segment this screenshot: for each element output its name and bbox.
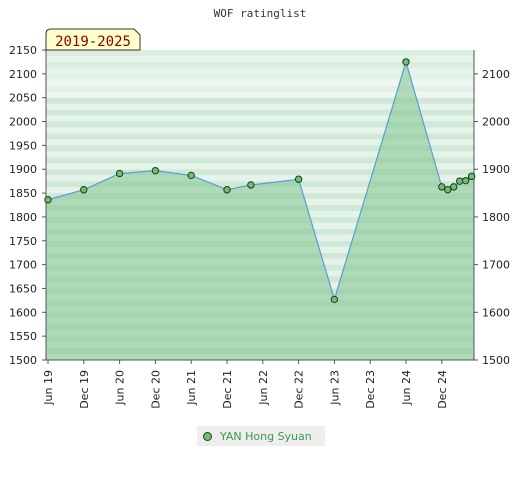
right-y-axis: 1500 1600 1700 1800 1900 2000 2100 bbox=[474, 68, 510, 367]
data-point bbox=[294, 175, 303, 183]
data-point bbox=[223, 186, 231, 194]
data-point bbox=[187, 171, 195, 180]
data-point bbox=[450, 183, 458, 191]
x-tick-label: Jun 20 bbox=[114, 370, 127, 406]
x-tick-label: Jun 22 bbox=[257, 370, 270, 406]
data-point bbox=[44, 196, 52, 204]
data-point bbox=[151, 166, 160, 175]
background-band bbox=[46, 151, 474, 158]
background-band bbox=[46, 133, 474, 140]
x-tick-label: Jun 23 bbox=[328, 370, 341, 406]
legend-label: YAN Hong Syuan bbox=[220, 429, 312, 443]
legend[interactable]: YAN Hong Syuan bbox=[197, 426, 325, 446]
background-band bbox=[46, 73, 474, 98]
chart-title: WOF ratinglist bbox=[214, 7, 307, 20]
data-point bbox=[467, 172, 476, 181]
x-tick-label: Dec 19 bbox=[78, 370, 91, 409]
right-tick-label: 1900 bbox=[482, 163, 510, 176]
data-point bbox=[444, 186, 452, 194]
left-tick-label: 1800 bbox=[9, 211, 37, 224]
x-tick-label: Jun 24 bbox=[400, 370, 413, 406]
x-axis: Jun 19 Dec 19 Jun 20 Dec 20 Jun 21 Dec 21 Jun … bbox=[42, 360, 449, 409]
background-band bbox=[46, 175, 474, 182]
right-tick-label: 1800 bbox=[482, 211, 510, 224]
data-point bbox=[461, 176, 470, 185]
data-point bbox=[80, 186, 88, 194]
background-band bbox=[46, 163, 474, 170]
data-point bbox=[247, 181, 255, 189]
x-tick-label: Dec 22 bbox=[293, 370, 306, 409]
x-tick-label: Dec 24 bbox=[436, 370, 449, 409]
x-tick-label: Dec 21 bbox=[221, 370, 234, 409]
badge-background bbox=[45, 28, 141, 51]
left-tick-label: 2000 bbox=[9, 116, 37, 129]
left-tick-label: 1900 bbox=[9, 163, 37, 176]
left-tick-label: 2150 bbox=[9, 44, 37, 57]
left-tick-label: 2050 bbox=[9, 92, 37, 105]
left-tick-label: 1750 bbox=[9, 235, 37, 248]
legend-marker-icon bbox=[203, 431, 212, 441]
left-tick-label: 1700 bbox=[9, 259, 37, 272]
background-band bbox=[46, 145, 474, 152]
left-tick-label: 1850 bbox=[9, 187, 37, 200]
right-tick-label: 1600 bbox=[482, 306, 510, 319]
data-point bbox=[330, 295, 339, 304]
background-band bbox=[46, 157, 474, 164]
left-tick-label: 1650 bbox=[9, 282, 37, 295]
background-band bbox=[46, 109, 474, 116]
data-point bbox=[115, 169, 124, 178]
left-tick-label: 1950 bbox=[9, 139, 37, 152]
series-area bbox=[46, 61, 474, 361]
left-tick-label: 1500 bbox=[9, 354, 37, 367]
left-tick-label: 1550 bbox=[9, 330, 37, 343]
data-point bbox=[456, 177, 464, 185]
background-band bbox=[46, 97, 474, 104]
right-tick-label: 2100 bbox=[482, 68, 510, 81]
data-point bbox=[402, 58, 410, 66]
right-tick-label: 1700 bbox=[482, 259, 510, 272]
data-point bbox=[438, 183, 446, 191]
date-range-badge: 2019-2025 bbox=[45, 28, 141, 51]
right-tick-label: 1500 bbox=[482, 354, 510, 367]
x-tick-label: Dec 23 bbox=[364, 370, 377, 409]
x-tick-label: Dec 20 bbox=[149, 370, 162, 409]
background-band bbox=[46, 103, 474, 110]
data-points bbox=[44, 58, 476, 304]
left-y-axis: 1500 1550 1600 1650 1700 1750 1800 1850 1900 1950… bbox=[9, 44, 46, 367]
background-band bbox=[46, 115, 474, 122]
left-tick-label: 1600 bbox=[9, 306, 37, 319]
x-tick-label: Jun 19 bbox=[42, 370, 55, 406]
background-band bbox=[46, 169, 474, 176]
background-band bbox=[46, 127, 474, 134]
left-tick-label: 2100 bbox=[9, 68, 37, 81]
x-tick-label: Jun 21 bbox=[185, 370, 198, 406]
axes bbox=[45, 50, 475, 361]
right-tick-label: 2000 bbox=[482, 116, 510, 129]
background-band bbox=[46, 121, 474, 128]
background-band bbox=[46, 139, 474, 146]
background-band bbox=[46, 50, 474, 74]
badge-label: 2019-2025 bbox=[55, 34, 131, 50]
